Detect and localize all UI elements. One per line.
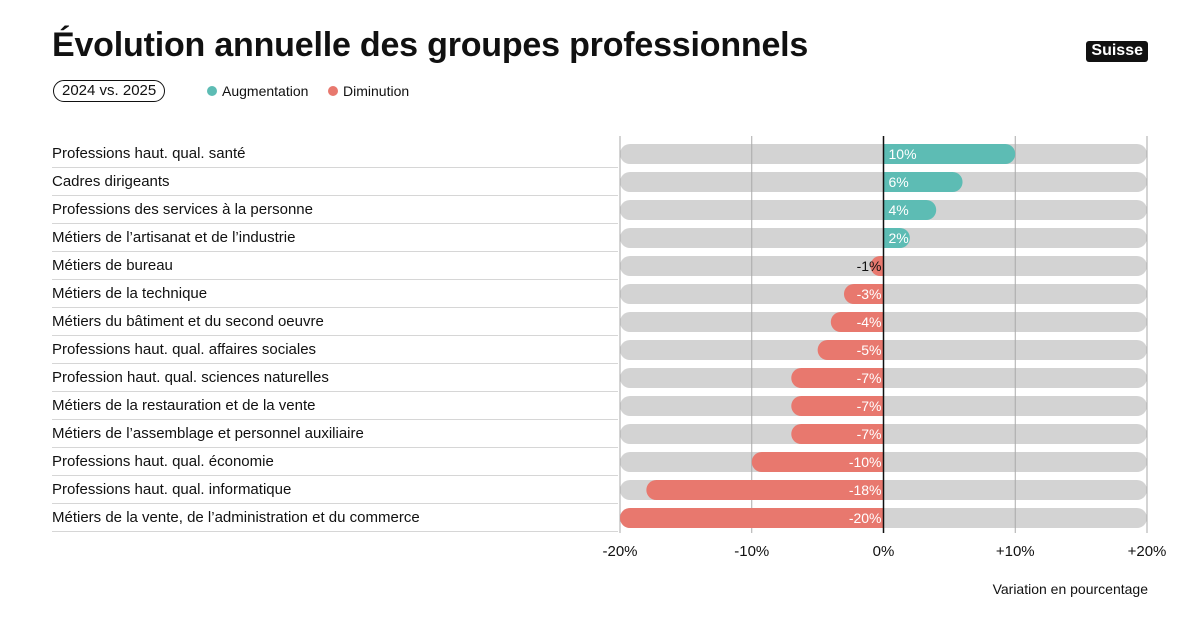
bar	[791, 396, 884, 416]
bar	[883, 144, 1016, 164]
data-label: -7%	[857, 370, 882, 386]
bar	[620, 508, 884, 528]
data-label: -5%	[857, 342, 882, 358]
data-label: 6%	[889, 174, 909, 190]
data-label: -1%	[857, 258, 882, 274]
data-label: -10%	[849, 454, 882, 470]
bar	[830, 312, 884, 332]
bar	[791, 424, 884, 444]
bar	[646, 480, 884, 500]
category-label: Professions haut. qual. santé	[52, 145, 245, 162]
legend-item-increase: Augmentation	[207, 83, 308, 99]
category-label: Métiers de l’assemblage et personnel aux…	[52, 425, 364, 442]
category-label: Professions haut. qual. informatique	[52, 481, 291, 498]
bar	[791, 368, 884, 388]
x-tick-label: +10%	[996, 543, 1035, 560]
data-label: -3%	[857, 286, 882, 302]
category-label: Métiers de l’artisanat et de l’industrie	[52, 229, 295, 246]
x-axis-title: Variation en pourcentage	[992, 581, 1148, 597]
x-tick-label: 0%	[873, 543, 895, 560]
category-label: Métiers du bâtiment et du second oeuvre	[52, 313, 324, 330]
x-tick-label: -10%	[734, 543, 769, 560]
data-label: -20%	[849, 510, 882, 526]
increase-dot-icon	[207, 86, 217, 96]
bar	[883, 172, 963, 192]
legend-label-decrease: Diminution	[343, 83, 410, 99]
bar	[883, 228, 910, 248]
category-label: Professions des services à la personne	[52, 201, 313, 218]
bar	[751, 452, 884, 472]
legend-item-decrease: Diminution	[328, 83, 409, 99]
data-label: 10%	[889, 146, 917, 162]
data-label: -7%	[857, 398, 882, 414]
category-label: Professions haut. qual. affaires sociale…	[52, 341, 316, 358]
category-label: Métiers de bureau	[52, 257, 173, 274]
data-label: 4%	[889, 202, 909, 218]
data-label: -7%	[857, 426, 882, 442]
region-badge: Suisse	[1086, 41, 1148, 62]
decrease-dot-icon	[328, 86, 338, 96]
category-label: Profession haut. qual. sciences naturell…	[52, 369, 329, 386]
data-label: 2%	[889, 230, 909, 246]
x-tick-label: -20%	[602, 543, 637, 560]
period-pill: 2024 vs. 2025	[53, 80, 166, 102]
bar	[883, 200, 937, 220]
page-title: Évolution annuelle des groupes professio…	[52, 26, 809, 64]
bar	[817, 340, 884, 360]
data-label: -4%	[857, 314, 882, 330]
category-label: Professions haut. qual. économie	[52, 453, 274, 470]
bar	[870, 256, 884, 276]
category-label: Cadres dirigeants	[52, 173, 170, 190]
data-label: -18%	[849, 482, 882, 498]
category-label: Métiers de la restauration et de la vent…	[52, 397, 315, 414]
legend-label-increase: Augmentation	[222, 83, 309, 99]
category-label: Métiers de la vente, de l’administration…	[52, 509, 420, 526]
bar	[843, 284, 884, 304]
category-label: Métiers de la technique	[52, 285, 207, 302]
x-tick-label: +20%	[1128, 543, 1167, 560]
